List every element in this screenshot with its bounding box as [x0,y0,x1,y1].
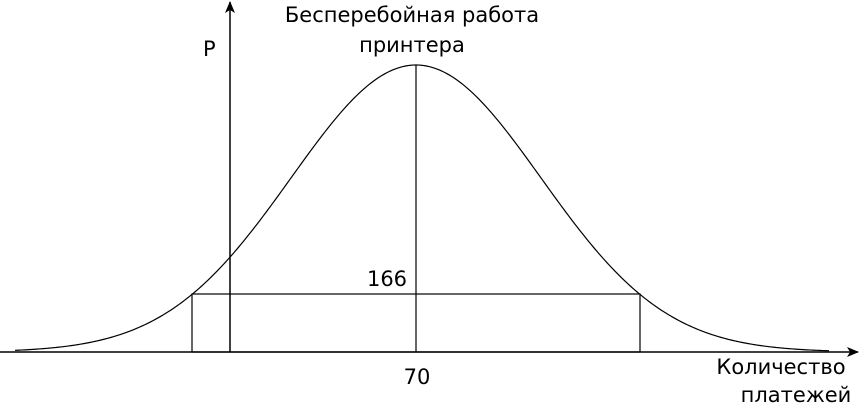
mean-label: 70 [404,365,431,389]
interval-rectangle [191,293,641,353]
x-axis-label-line1: Количество [716,355,845,379]
y-axis-label: P [203,37,216,61]
x-axis-label-line2: платежей [741,383,852,407]
bell-curve [14,64,830,352]
diagram-title-line2: принтера [359,33,465,57]
diagram-title-line1: Бесперебойная работа [285,3,539,27]
level-label: 166 [367,267,407,291]
